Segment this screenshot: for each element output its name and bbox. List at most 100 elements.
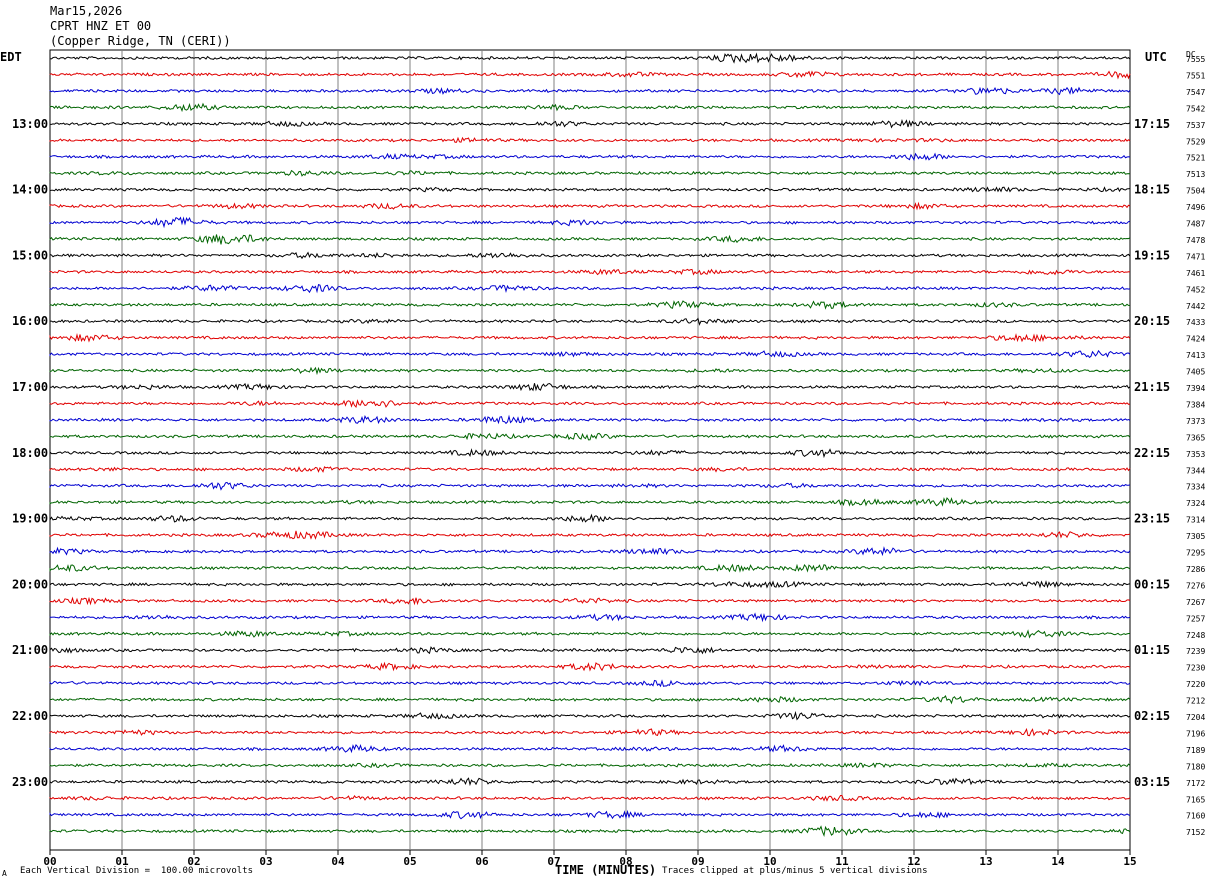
seismic-trace [49,70,1131,80]
right-timezone-label: UTC [1145,50,1167,64]
seismic-trace [49,366,1131,376]
seismic-trace [49,152,1131,162]
seismic-trace [49,283,1131,294]
dc-offset-label: 7496 [1186,203,1205,212]
x-tick-label: 14 [1051,855,1065,868]
corner-mark: A [2,869,7,878]
edt-hour-label: 13:00 [12,117,48,131]
seismic-trace [49,448,1131,459]
seismic-trace [49,777,1131,787]
utc-hour-label: 18:15 [1134,183,1170,197]
dc-offset-label: 7257 [1186,614,1205,623]
dc-offset-label: 7365 [1186,433,1205,442]
utc-hour-label: 20:15 [1134,314,1170,328]
dc-offset-label: 7452 [1186,285,1205,294]
dc-offset-label: 7513 [1186,170,1205,179]
dc-offset-label: 7461 [1186,269,1205,278]
dc-offset-label: 7172 [1186,779,1205,788]
seismic-trace [49,743,1131,754]
plot-header: Mar15,2026 CPRT HNZ ET 00 (Copper Ridge,… [50,4,231,49]
seismic-trace [49,234,1131,245]
x-tick-label: 03 [259,855,272,868]
seismic-trace [49,580,1131,589]
station-location: (Copper Ridge, TN (CERI)) [50,34,231,48]
x-tick-label: 06 [475,855,489,868]
dc-offset-label: 7504 [1186,187,1205,196]
seismic-trace [49,596,1131,606]
x-axis-title: TIME (MINUTES) [555,863,657,877]
utc-hour-label: 17:15 [1134,117,1170,131]
seismic-trace [49,118,1131,129]
utc-hour-label: 23:15 [1134,512,1170,526]
dc-offset-label: 7314 [1186,516,1205,525]
dc-offset-label: 7189 [1186,746,1205,755]
dc-offset-label: 7353 [1186,450,1205,459]
x-tick-label: 10 [763,855,776,868]
seismic-trace [49,530,1131,540]
utc-hour-label: 03:15 [1134,775,1170,789]
seismic-trace [49,497,1131,507]
dc-offset-label: 7344 [1186,466,1205,475]
seismic-trace [49,513,1131,523]
dc-offset-label: 7542 [1186,104,1205,113]
seismic-trace [49,563,1131,573]
dc-offset-label: 7405 [1186,368,1205,377]
dc-offset-label: 7394 [1186,384,1205,393]
edt-hour-label: 18:00 [12,446,48,460]
dc-offset-label: 7555 [1186,55,1205,64]
dc-offset-label: 7212 [1186,697,1205,706]
dc-offset-label: 7165 [1186,795,1205,804]
seismic-trace [49,679,1131,688]
dc-offset-label: 7424 [1186,335,1205,344]
dc-offset-label: 7286 [1186,565,1205,574]
seismic-trace [49,646,1131,655]
x-tick-label: 07 [547,855,560,868]
dc-offset-label: 7487 [1186,220,1205,229]
seismic-trace [49,825,1131,838]
utc-hour-label: 22:15 [1134,446,1170,460]
seismic-trace [49,727,1131,737]
edt-hour-label: 15:00 [12,248,48,262]
dc-offset-label: 7537 [1186,121,1205,130]
dc-offset-label: 7471 [1186,252,1205,261]
x-tick-label: 09 [691,855,704,868]
seismic-trace [49,710,1131,721]
dc-offset-label: 7521 [1186,154,1205,163]
seismic-trace [49,762,1131,769]
dc-offset-label: 7267 [1186,598,1205,607]
seismic-trace [49,481,1131,491]
clip-note: Traces clipped at plus/minus 5 vertical … [662,866,928,876]
seismic-trace [49,169,1131,177]
seismic-trace [49,102,1131,113]
dc-offset-label: 7152 [1186,828,1205,837]
seismic-trace [49,251,1131,260]
scale-note: Each Vertical Division = 100.00 microvol… [20,866,253,876]
seismic-trace [49,300,1131,310]
dc-offset-header: DC [1186,50,1196,59]
dc-offset-label: 7413 [1186,351,1205,360]
utc-hour-label: 19:15 [1134,248,1170,262]
dc-offset-label: 7248 [1186,631,1205,640]
x-tick-label: 15 [1123,855,1136,868]
edt-hour-label: 23:00 [12,775,48,789]
dc-offset-label: 7442 [1186,302,1205,311]
x-tick-label: 00 [43,855,56,868]
utc-hour-label: 00:15 [1134,577,1170,591]
dc-offset-label: 7478 [1186,236,1205,245]
x-tick-label: 01 [115,855,129,868]
dc-offset-label: 7384 [1186,400,1205,409]
utc-hour-label: 21:15 [1134,380,1170,394]
utc-hour-label: 02:15 [1134,709,1170,723]
dc-offset-label: 7547 [1186,88,1205,97]
seismic-trace [49,629,1130,639]
seismic-trace [49,349,1131,359]
dc-offset-label: 7324 [1186,499,1205,508]
x-tick-label: 05 [403,855,416,868]
edt-hour-label: 22:00 [12,709,48,723]
seismic-trace [49,52,1131,64]
seismic-trace [49,795,1131,802]
seismic-trace [49,432,1131,441]
seismic-trace [49,333,1131,343]
seismic-trace [49,414,1131,425]
